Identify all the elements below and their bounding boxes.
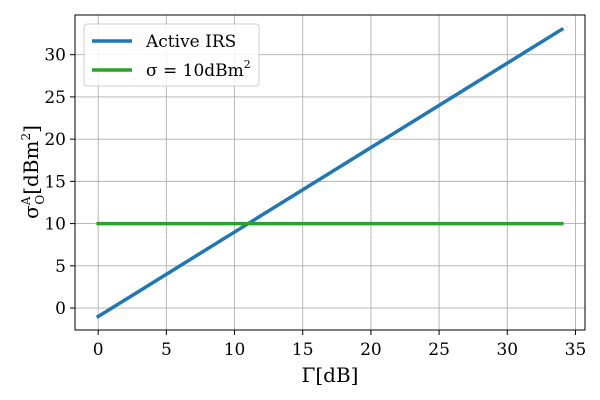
legend-label-0: Active IRS [145, 32, 236, 52]
series-layer [95, 26, 565, 319]
y-tick-label-0: 0 [55, 299, 66, 319]
y-tick-label-10: 10 [44, 215, 66, 235]
y-label-unit-sup: 2 [19, 133, 33, 141]
x-axis-label: Γ[dB] [302, 363, 359, 387]
x-tick-label-20: 20 [360, 340, 382, 360]
x-tick-label-5: 5 [161, 340, 172, 360]
y-label-sup: A [19, 196, 33, 206]
x-tick-label-35: 35 [565, 340, 587, 360]
ticks: 0 5 10 15 20 25 30 35 0 5 10 15 20 25 30 [44, 46, 586, 360]
y-tick-label-20: 20 [44, 130, 66, 150]
plot-frame [74, 14, 586, 331]
legend: Active IRS σ = 10dBm2 [83, 23, 260, 87]
x-tick-label-25: 25 [428, 340, 450, 360]
legend-label-1: σ = 10dBm2 [146, 58, 251, 81]
y-tick-label-25: 25 [44, 88, 66, 108]
y-label-close: ] [19, 125, 43, 133]
x-tick-label-10: 10 [224, 340, 246, 360]
x-tick-label-30: 30 [496, 340, 518, 360]
y-label-base: σ [19, 205, 43, 219]
x-tick-label-15: 15 [292, 340, 314, 360]
y-label-rest: [dBm [19, 140, 43, 194]
x-tick-label-0: 0 [93, 340, 104, 360]
y-label-sub: O [33, 195, 47, 205]
y-tick-label-30: 30 [44, 46, 66, 66]
y-axis-label: σAO[dBm2] [19, 125, 47, 219]
series-line-0 [95, 26, 565, 319]
y-tick-label-5: 5 [55, 257, 66, 277]
svg-text:σAO[dBm2]: σAO[dBm2] [19, 125, 47, 219]
y-tick-label-15: 15 [44, 172, 66, 192]
